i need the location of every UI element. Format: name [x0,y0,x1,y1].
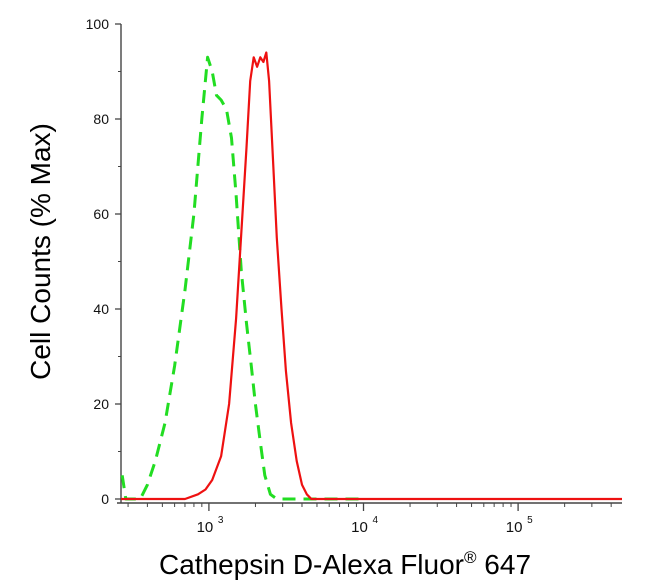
x-axis-title: Cathepsin D-Alexa Fluor® 647 [159,548,531,580]
x-tick-label: 10 [506,519,523,536]
axes [115,23,622,511]
y-tick-label: 0 [101,491,109,507]
y-axis-title: Cell Counts (% Max) [25,123,56,380]
x-axis-title-suffix: 647 [477,549,532,580]
y-tick-label: 40 [93,301,109,317]
series-line-solid [121,51,622,501]
x-tick-label: 10 [351,519,368,536]
x-axis-title-main: Cathepsin D-Alexa Fluor [159,549,464,580]
y-tick-label: 20 [93,396,109,412]
series-line-dashed [120,55,364,501]
x-tick-label: 10 [197,519,214,536]
x-tick-exponent: 4 [373,515,379,526]
labels: 0 20 40 60 80 100 10 3 10 4 10 5 Cell Counts (% Max)… [25,16,533,580]
y-tick-label: 60 [93,206,109,222]
x-tick-exponent: 3 [218,515,224,526]
y-tick-label: 100 [86,16,110,32]
series-layer [120,51,622,501]
y-tick-label: 80 [93,111,109,127]
x-tick-exponent: 5 [527,515,533,526]
x-axis-title-superscript: ® [464,548,477,567]
